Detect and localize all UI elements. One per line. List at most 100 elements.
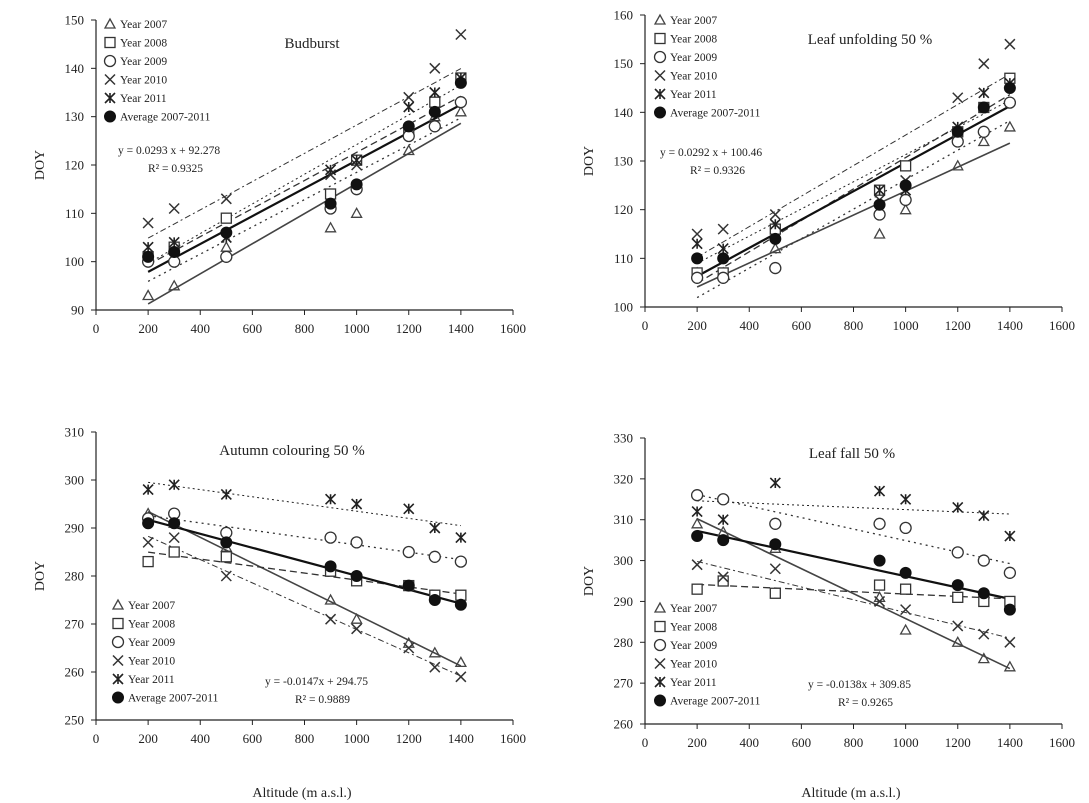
point-square <box>952 591 964 603</box>
trend-line-square <box>697 583 1010 600</box>
point-circle <box>220 250 233 263</box>
x-tick-label: 0 <box>93 321 100 336</box>
point-triangle <box>402 144 415 156</box>
point-dot <box>454 598 467 611</box>
legend-marker-dot <box>654 106 666 119</box>
legend-label: Year 2009 <box>670 640 717 652</box>
point-triangle <box>1003 120 1016 132</box>
point-circle <box>690 489 704 502</box>
point-x <box>900 604 912 616</box>
x-tick-label: 600 <box>792 318 812 333</box>
point-x <box>717 571 729 583</box>
panel-title: Leaf fall 50 % <box>809 446 895 462</box>
legend-label: Year 2009 <box>120 56 167 68</box>
legend-marker-star <box>104 92 116 104</box>
point-triangle <box>350 612 363 624</box>
point-square <box>455 589 467 601</box>
x-tick-label: 800 <box>295 731 315 746</box>
point-circle <box>951 546 964 559</box>
legend-label: Year 2007 <box>128 600 175 612</box>
point-x <box>403 91 415 103</box>
y-tick-label: 330 <box>614 431 634 446</box>
x-tick-label: 600 <box>243 321 263 336</box>
point-star <box>978 510 990 522</box>
y-axis-title: DOY <box>33 561 48 591</box>
point-x <box>769 563 781 575</box>
point-circle <box>769 517 782 530</box>
y-tick-label: 300 <box>65 473 85 488</box>
x-tick-label: 200 <box>687 735 707 750</box>
legend-label: Year 2011 <box>128 674 175 686</box>
trend-line-star <box>696 99 1011 264</box>
trend-line-x <box>696 73 1011 258</box>
point-circle <box>324 531 337 544</box>
point-x <box>429 661 441 673</box>
point-triangle <box>951 635 964 647</box>
point-star <box>769 218 781 230</box>
y-tick-label: 250 <box>65 713 85 728</box>
y-axis-title: DOY <box>582 566 597 596</box>
point-star <box>873 184 886 196</box>
point-triangle <box>977 135 990 147</box>
point-dot <box>402 120 415 133</box>
y-tick-label: 130 <box>614 154 634 169</box>
point-square <box>324 188 337 200</box>
point-dot <box>717 252 730 265</box>
y-tick-label: 130 <box>65 109 85 124</box>
x-tick-label: 200 <box>138 731 158 746</box>
point-star <box>324 164 337 176</box>
point-circle <box>899 521 912 535</box>
y-tick-label: 90 <box>71 303 84 318</box>
point-dot <box>691 252 704 265</box>
legend-label: Year 2010 <box>128 656 175 668</box>
legend-marker-circle <box>111 635 125 649</box>
legend-marker-x <box>654 657 666 670</box>
point-star <box>142 484 154 496</box>
point-circle <box>873 517 886 530</box>
r-squared: R² = 0.9325 <box>148 163 203 175</box>
y-tick-label: 120 <box>65 158 85 173</box>
legend-marker-square <box>112 617 124 630</box>
point-square <box>429 96 441 108</box>
point-x <box>978 628 990 640</box>
point-star <box>168 479 180 491</box>
point-square <box>220 212 232 224</box>
point-triangle <box>977 652 990 664</box>
point-dot <box>951 125 964 138</box>
x-tick-label: 200 <box>687 318 707 333</box>
x-tick-label: 400 <box>740 735 760 750</box>
y-tick-label: 260 <box>614 717 634 732</box>
point-triangle <box>454 656 467 668</box>
legend-label: Year 2011 <box>120 93 167 105</box>
legend-label: Year 2007 <box>670 603 717 615</box>
point-dot <box>428 594 441 606</box>
x-tick-label: 1600 <box>1049 735 1075 750</box>
legend-marker-x <box>112 654 124 667</box>
point-x <box>952 92 964 104</box>
legend-marker-triangle <box>103 17 117 29</box>
point-dot <box>168 246 181 258</box>
legend-marker-triangle <box>653 13 667 25</box>
point-triangle <box>142 289 155 301</box>
point-star <box>403 503 415 515</box>
regression-equation: y = 0.0292 x + 100.46 <box>660 147 762 159</box>
trend-line-circle <box>147 117 462 282</box>
legend-marker-triangle <box>111 598 125 610</box>
trend-line-dot <box>696 529 1011 600</box>
y-tick-label: 110 <box>614 251 633 266</box>
chart-panel-1: 0 200 400 600 800 1000 1200 1400 1600 90 100 110 120… <box>33 13 526 337</box>
point-x <box>168 202 180 215</box>
legend-marker-dot <box>112 691 124 704</box>
legend-label: Year 2010 <box>670 659 717 671</box>
panel-title: Leaf unfolding 50 % <box>808 32 933 48</box>
trend-line-triangle <box>147 122 462 305</box>
regression-equation: y = -0.0147x + 294.75 <box>265 676 368 688</box>
point-star <box>455 532 467 544</box>
point-triangle <box>428 646 441 658</box>
x-tick-label: 0 <box>642 318 649 333</box>
y-tick-label: 100 <box>614 300 634 315</box>
x-tick-label: 800 <box>844 735 864 750</box>
x-tick-label: 1600 <box>500 321 526 336</box>
x-tick-label: 1600 <box>500 731 526 746</box>
point-x <box>1004 636 1016 648</box>
